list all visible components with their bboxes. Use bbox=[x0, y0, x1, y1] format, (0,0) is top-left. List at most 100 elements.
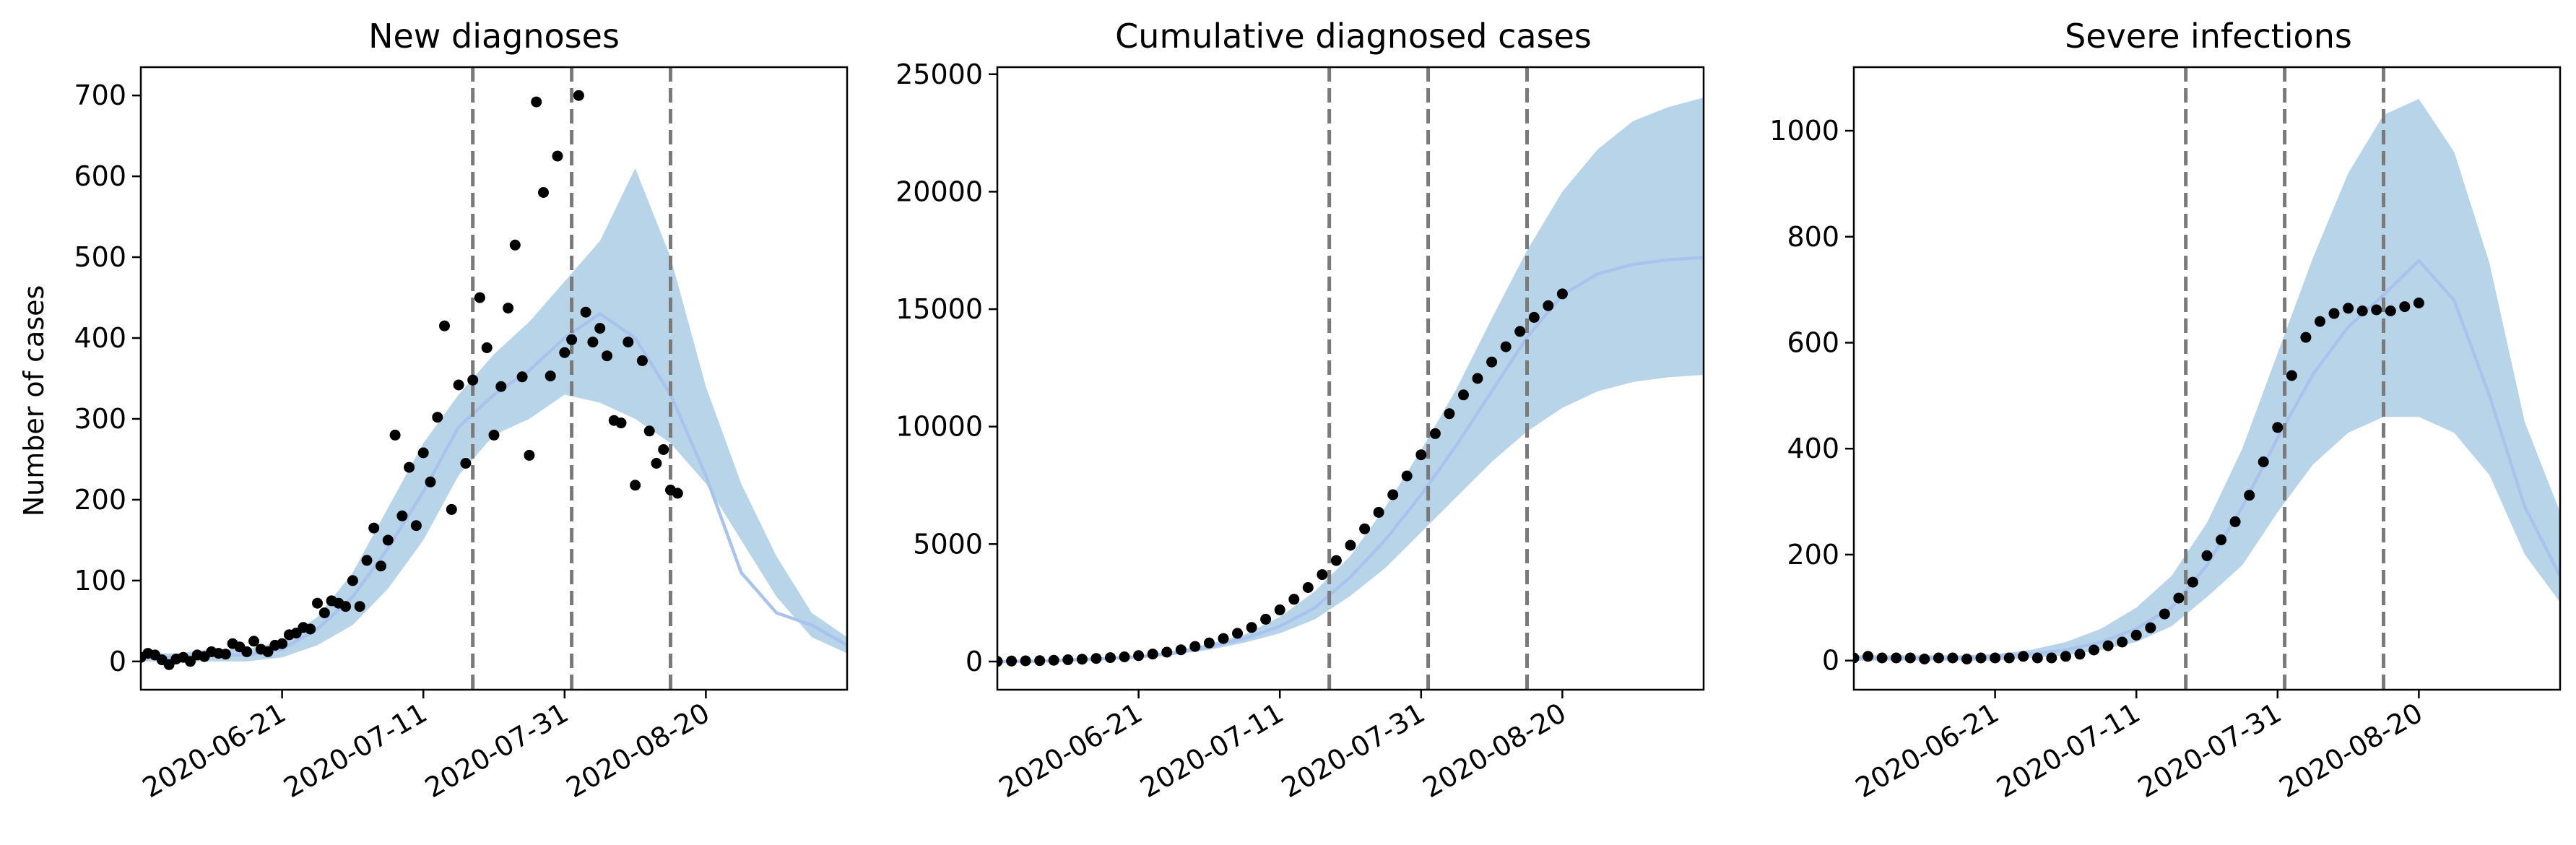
observed-point bbox=[368, 522, 380, 534]
observed-point bbox=[1961, 654, 1972, 664]
observed-point bbox=[1359, 523, 1371, 534]
observed-point bbox=[1189, 641, 1201, 652]
observed-point bbox=[2159, 608, 2170, 620]
observed-point bbox=[1076, 654, 1088, 665]
y-axis-label: Number of cases bbox=[18, 285, 50, 517]
observed-point bbox=[2229, 516, 2241, 527]
observed-point bbox=[538, 187, 549, 198]
observed-point bbox=[2145, 622, 2156, 633]
y-tick-label: 300 bbox=[74, 403, 126, 435]
observed-point bbox=[312, 597, 323, 609]
x-tick-label: 2020-07-11 bbox=[1991, 697, 2145, 805]
observed-point bbox=[1415, 449, 1427, 461]
observed-point bbox=[1401, 470, 1413, 482]
observed-point bbox=[1302, 582, 1314, 593]
x-tick-label: 2020-07-31 bbox=[1276, 697, 1430, 805]
y-tick-label: 200 bbox=[74, 484, 126, 516]
y-tick-label: 600 bbox=[1787, 326, 1839, 358]
observed-point bbox=[1387, 489, 1399, 500]
y-tick-label: 25000 bbox=[895, 58, 983, 90]
observed-point bbox=[1062, 654, 1074, 665]
axes-frame bbox=[139, 66, 849, 691]
observed-point bbox=[580, 306, 591, 318]
observed-point bbox=[425, 476, 436, 488]
observed-point bbox=[1472, 373, 1483, 384]
x-tick-label: 2020-07-31 bbox=[2133, 697, 2286, 805]
observed-point bbox=[318, 607, 330, 619]
observed-point bbox=[2130, 629, 2142, 641]
observed-point bbox=[2201, 550, 2213, 561]
observed-point bbox=[220, 649, 231, 660]
observed-point bbox=[2371, 304, 2382, 316]
observed-point bbox=[643, 425, 655, 437]
observed-point bbox=[587, 337, 599, 348]
observed-point bbox=[2003, 652, 2015, 664]
plot-marks bbox=[997, 67, 1704, 690]
observed-point bbox=[1203, 637, 1215, 649]
observed-point bbox=[997, 656, 1003, 667]
observed-point bbox=[432, 412, 443, 423]
observed-point bbox=[1006, 655, 1018, 667]
observed-point bbox=[396, 510, 408, 521]
observed-point bbox=[2173, 592, 2185, 604]
observed-point bbox=[488, 429, 500, 441]
y-tick-label: 0 bbox=[966, 646, 983, 677]
observed-point bbox=[1458, 389, 1469, 401]
observed-point bbox=[1429, 428, 1441, 439]
panel-title: New diagnoses bbox=[368, 17, 620, 56]
observed-point bbox=[531, 96, 542, 108]
observed-point bbox=[1975, 652, 1987, 664]
observed-point bbox=[503, 303, 514, 314]
observed-point bbox=[658, 444, 669, 455]
observed-point bbox=[545, 370, 556, 382]
y-tick-label: 20000 bbox=[895, 176, 983, 207]
observed-point bbox=[382, 534, 394, 546]
observed-point bbox=[1232, 628, 1243, 639]
y-tick-label: 0 bbox=[1822, 645, 1839, 677]
observed-point bbox=[1330, 555, 1342, 566]
x-tick-label: 2020-06-21 bbox=[1850, 697, 2004, 805]
y-tick-label: 10000 bbox=[895, 411, 983, 443]
y-tick-label: 1000 bbox=[1769, 115, 1839, 147]
observed-point bbox=[481, 342, 493, 353]
observed-point bbox=[1345, 540, 1356, 551]
observed-point bbox=[672, 488, 683, 499]
observed-point bbox=[2343, 303, 2354, 314]
observed-point bbox=[1933, 652, 1944, 664]
observed-point bbox=[1090, 653, 1102, 664]
panel-title: Cumulative diagnosed cases bbox=[1115, 17, 1592, 56]
observed-point bbox=[1528, 311, 1540, 323]
observed-point bbox=[1034, 655, 1046, 667]
plot-marks bbox=[141, 67, 847, 690]
axes-frame bbox=[1852, 66, 2562, 691]
plot-marks bbox=[1854, 67, 2560, 690]
observed-point bbox=[1486, 356, 1498, 368]
uncertainty-band bbox=[141, 168, 847, 662]
observed-point bbox=[1543, 300, 1554, 311]
observed-point bbox=[2187, 576, 2198, 588]
observed-point bbox=[2060, 651, 2071, 662]
observed-point bbox=[1048, 654, 1059, 666]
observed-point bbox=[615, 417, 627, 429]
x-tick-label: 2020-08-20 bbox=[1418, 697, 1571, 805]
observed-point bbox=[1175, 644, 1187, 656]
observed-point bbox=[2300, 332, 2312, 343]
observed-point bbox=[340, 601, 352, 612]
y-tick-label: 400 bbox=[74, 322, 126, 354]
y-tick-label: 800 bbox=[1787, 221, 1839, 253]
observed-point bbox=[2117, 636, 2128, 648]
observed-point bbox=[2315, 316, 2325, 327]
y-tick-label: 600 bbox=[74, 160, 126, 192]
observed-point bbox=[623, 337, 634, 348]
x-tick-label: 2020-08-20 bbox=[561, 697, 715, 805]
observed-point bbox=[305, 623, 316, 635]
observed-point bbox=[594, 323, 606, 334]
observed-point bbox=[566, 334, 578, 345]
observed-point bbox=[2272, 422, 2284, 433]
observed-point bbox=[1514, 326, 1526, 337]
plot-area: 01002003004005006007002020-06-212020-07-… bbox=[74, 66, 849, 805]
x-tick-label: 2020-07-11 bbox=[1135, 697, 1288, 805]
observed-point bbox=[2413, 298, 2424, 308]
y-tick-label: 100 bbox=[74, 565, 126, 597]
